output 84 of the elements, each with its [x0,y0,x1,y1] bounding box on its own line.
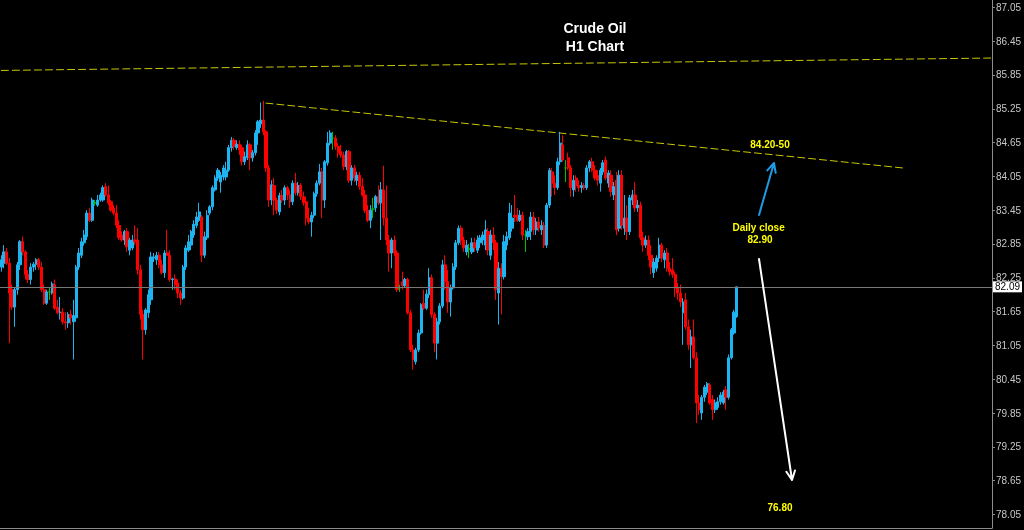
y-tick-label: 81.05 [995,339,1022,351]
y-tick-label: 79.85 [995,407,1022,419]
candlestick [64,311,67,331]
candlestick [163,249,166,279]
candlestick [524,229,527,253]
candlestick [473,237,476,253]
candlestick [580,181,583,194]
candlestick [374,194,377,213]
y-tick-label: 79.25 [995,441,1022,453]
candlestick [91,197,94,223]
candlestick [248,142,252,171]
candlestick [497,261,500,326]
annotation: Daily close 82.90 [732,221,788,245]
candlestick [564,159,567,183]
candlestick [644,235,647,249]
candlestick [633,181,637,213]
candlestick [596,169,599,186]
candlestick [128,237,131,256]
candlestick [513,194,516,223]
text: H1 Chart [565,38,625,54]
candlestick [489,229,492,261]
candlestick [719,391,722,406]
candlestick [529,211,532,241]
candlestick [377,184,380,206]
candlestick [240,144,244,167]
candlestick [607,169,610,189]
candlestick [401,271,404,291]
y-tick-label: 82.25 [995,272,1022,284]
candlestick [350,164,353,186]
annotation: 76.80 [767,501,793,513]
candlestick [29,262,32,286]
ref-line-label: 82.09 [994,281,1021,293]
y-tick-label: 81.65 [995,306,1022,318]
candlestick [722,389,725,406]
candlestick [502,234,506,280]
candlestick [278,192,281,216]
candlestick [625,204,629,241]
y-tick-label: 86.45 [995,35,1022,47]
text: Crude Oil [563,20,627,36]
candlestick [155,251,158,266]
y-tick-label: 82.85 [995,238,1022,250]
candlestick [540,219,543,236]
candlestick [468,243,471,259]
candlestick [390,237,393,269]
candlestick [500,262,503,315]
candlestick [96,194,99,208]
candlestick [476,235,479,254]
candlestick [371,197,375,219]
candlestick [465,239,468,256]
y-tick-label: 87.05 [995,1,1022,13]
y-tick-label: 78.05 [995,508,1022,520]
candlestick [353,164,356,183]
candlestick [572,174,575,198]
candlestick [369,204,372,229]
candlestick [623,194,626,236]
candlestick [663,249,666,269]
candlestick [604,156,607,181]
candlestick [609,169,613,198]
y-tick-label: 85.25 [995,103,1022,115]
candlestick [171,277,174,291]
candlestick [628,194,631,236]
y-tick-label: 78.65 [995,475,1022,487]
candlestick [88,207,91,223]
y-tick-label: 84.05 [995,170,1022,182]
y-tick-label: 80.45 [995,373,1022,385]
candlestick [636,199,639,213]
candlestick [2,244,6,269]
candlestick [470,237,474,255]
candlestick [131,234,134,251]
y-tick-label: 84.65 [995,137,1022,149]
candlestick [294,172,297,197]
candlestick [235,139,238,151]
candlestick [283,184,286,206]
candlestick [620,169,623,231]
candlestick [679,284,682,308]
annotation: 84.20-50 [750,138,791,150]
candlestick [652,257,655,279]
candlestick [280,189,284,204]
candlestick [612,181,615,201]
y-tick-label: 85.85 [995,69,1022,81]
candlestick [521,211,524,241]
candlestick [478,234,482,249]
candlestick [532,211,535,236]
y-tick-label: 83.45 [995,204,1022,216]
